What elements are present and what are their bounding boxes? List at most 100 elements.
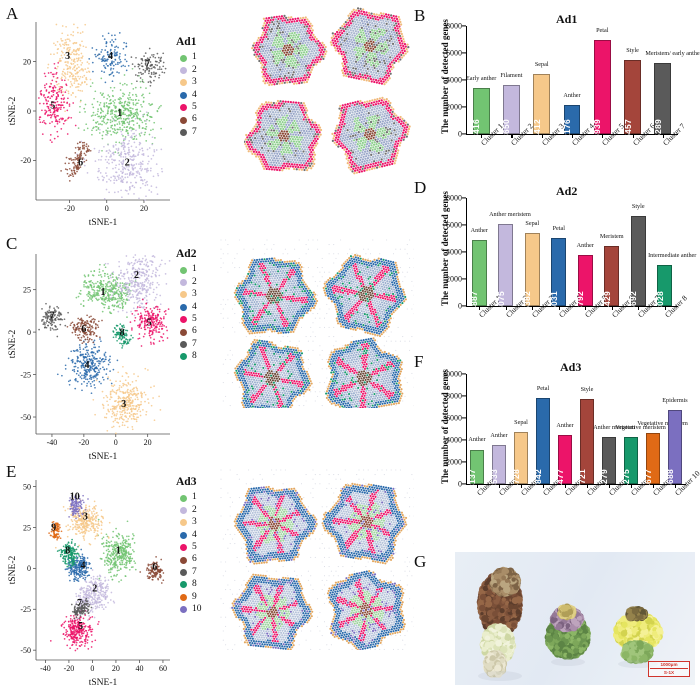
bar-4[interactable]: 5031 xyxy=(549,238,567,311)
legend-label: 3 xyxy=(192,77,197,88)
svg-text:tSNE-1: tSNE-1 xyxy=(89,218,118,226)
legend-ad3-title: Ad3 xyxy=(176,476,197,488)
legend-item[interactable]: 8 xyxy=(180,351,197,363)
y-tick-mark xyxy=(462,417,466,419)
bar-value-label: 3416 xyxy=(471,118,482,140)
bar-6[interactable]: 4429 xyxy=(602,246,620,311)
svg-text:50: 50 xyxy=(23,482,31,491)
bar-5[interactable]: 4477 xyxy=(555,434,572,489)
bar-7[interactable]: 6692 xyxy=(628,215,646,311)
svg-text:2: 2 xyxy=(134,270,139,281)
bar-7[interactable]: 4279 xyxy=(599,436,616,489)
svg-text:1: 1 xyxy=(117,108,122,119)
legend-item[interactable]: 5 xyxy=(180,102,197,114)
legend-item[interactable]: 9 xyxy=(180,591,202,603)
legend-item[interactable]: 5 xyxy=(180,542,202,554)
legend-label: 5 xyxy=(192,314,197,324)
legend-item[interactable]: 10 xyxy=(180,604,202,616)
legend-item[interactable]: 5 xyxy=(180,314,197,326)
x-tick-mark xyxy=(609,484,611,488)
svg-text:-25: -25 xyxy=(20,370,31,379)
bcF-plot: 0 2000 4000 6000 8000 10000 3137 Anther Cluster … xyxy=(442,370,700,498)
legend-item[interactable]: 6 xyxy=(180,554,202,566)
bar-annotation: Vegetative meristem xyxy=(637,419,688,427)
bar-10[interactable]: 6688 xyxy=(665,410,682,489)
svg-text:-50: -50 xyxy=(20,413,31,422)
legend-item[interactable]: 3 xyxy=(180,289,197,301)
legend-item[interactable]: 1 xyxy=(180,492,202,504)
bar-2[interactable]: 6075 xyxy=(496,224,514,311)
bar-4[interactable]: 2176 xyxy=(562,104,581,139)
svg-text:60: 60 xyxy=(159,664,167,673)
tsne-plot-ad2: -40 -20 0 20 25 0 -25 -50 tSNE-1 tSNE-2 1 2 3 4 5 6 7 8 xyxy=(6,244,178,460)
legend-item[interactable]: 3 xyxy=(180,77,197,89)
legend-label: 10 xyxy=(192,603,202,614)
legend-item[interactable]: 4 xyxy=(180,529,202,541)
bar-2[interactable]: 3650 xyxy=(501,84,520,139)
legend-color-dot xyxy=(180,316,187,324)
y-tick-mark xyxy=(462,483,466,485)
legend-item[interactable]: 8 xyxy=(180,579,202,591)
bar-value-label: 3533 xyxy=(488,468,499,490)
bar-value-label: 3137 xyxy=(466,468,477,490)
bar-3[interactable]: 5382 xyxy=(522,233,540,311)
x-tick-mark xyxy=(479,306,481,310)
legend-item[interactable]: 2 xyxy=(180,64,197,76)
bar-8[interactable]: 4275 xyxy=(621,436,638,489)
bar-2[interactable]: 3533 xyxy=(489,445,506,489)
bar-value-label: 6688 xyxy=(664,468,675,490)
spatial-section-canvas xyxy=(216,468,414,650)
y-tick-label: 0 xyxy=(458,301,462,311)
bar-3[interactable]: 4728 xyxy=(511,432,528,489)
bar-5[interactable]: 6939 xyxy=(592,40,611,139)
bar-annotation: Anther meristem xyxy=(593,423,635,431)
legend-color-dot xyxy=(180,91,187,99)
y-tick-mark xyxy=(462,395,466,397)
y-tick-mark xyxy=(462,373,466,375)
x-tick-mark xyxy=(664,306,666,310)
legend-item[interactable]: 7 xyxy=(180,126,197,138)
bar-7[interactable]: 5289 xyxy=(653,62,672,139)
legend-item[interactable]: 2 xyxy=(180,276,197,288)
legend-item[interactable]: 4 xyxy=(180,89,197,101)
bar-1[interactable]: 3416 xyxy=(471,87,490,139)
legend-label: 4 xyxy=(192,301,197,312)
bar-value-label: 4279 xyxy=(598,468,609,490)
y-tick-mark xyxy=(462,197,466,199)
bar-6[interactable]: 7721 xyxy=(577,399,594,489)
y-tick-mark xyxy=(462,106,466,108)
bar-annotation: Meristem xyxy=(599,233,624,241)
legend-item[interactable]: 3 xyxy=(180,517,202,529)
x-tick-mark xyxy=(631,484,633,488)
legend-item[interactable]: 4 xyxy=(180,301,197,313)
legend-item[interactable]: 1 xyxy=(180,52,197,64)
bar-5[interactable]: 3792 xyxy=(575,254,593,311)
legend-item[interactable]: 1 xyxy=(180,264,197,276)
bar-4[interactable]: 7842 xyxy=(533,397,550,489)
bar-6[interactable]: 5457 xyxy=(623,60,642,139)
bar-1[interactable]: 4887 xyxy=(469,240,487,311)
y-tick-label: 6000 xyxy=(446,413,462,423)
legend-item[interactable]: 2 xyxy=(180,504,202,516)
svg-text:4: 4 xyxy=(108,51,113,62)
legend-item[interactable]: 6 xyxy=(180,114,197,126)
bar-annotation: Filament xyxy=(500,71,523,79)
svg-text:40: 40 xyxy=(135,664,143,673)
bar-3[interactable]: 4412 xyxy=(532,74,551,139)
legend-item[interactable]: 7 xyxy=(180,338,197,350)
bar-8[interactable]: 3028 xyxy=(655,265,673,311)
bar-annotation: Petal xyxy=(596,27,609,35)
legend-item[interactable]: 6 xyxy=(180,326,197,338)
bcD-title: Ad2 xyxy=(556,184,578,198)
bar-value-label: 4429 xyxy=(601,290,612,312)
legend-color-dot xyxy=(180,328,187,336)
panel-f-letter: F xyxy=(414,352,424,371)
bar-1[interactable]: 3137 xyxy=(467,449,484,489)
svg-text:20: 20 xyxy=(144,438,152,447)
bcB-plot: 0 2000 4000 6000 8000 3416 Early anther Cluster… xyxy=(446,22,700,148)
bar-annotation: Anther meristem xyxy=(489,210,531,218)
svg-text:-20: -20 xyxy=(79,438,90,447)
legend-item[interactable]: 7 xyxy=(180,566,202,578)
y-tick-mark xyxy=(462,439,466,441)
bar-9[interactable]: 4677 xyxy=(643,432,660,489)
